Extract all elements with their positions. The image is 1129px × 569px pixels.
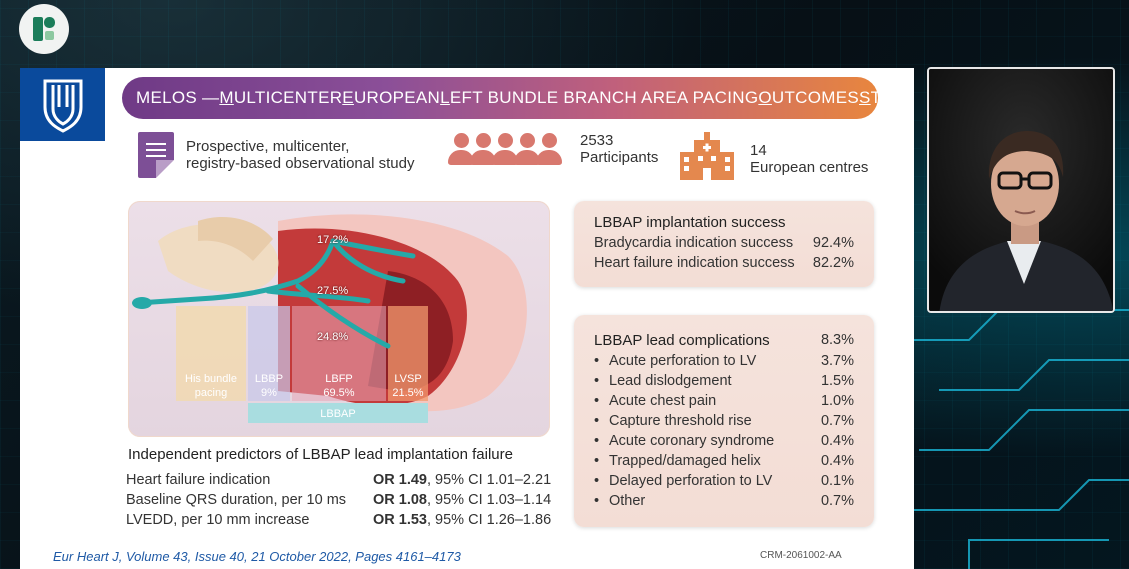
success-label: Heart failure indication success <box>594 255 795 271</box>
slide-title: MELOS — M ULTICENTER E UROPEAN L EFT BUNDLE… <box>122 77 914 119</box>
success-title: LBBAP implantation success <box>594 214 786 231</box>
title-letter: L <box>440 88 450 107</box>
hospital-icon <box>678 132 736 185</box>
complications-title: LBBAP lead complications <box>594 332 770 349</box>
his-bundle-label: His bundle pacing <box>176 372 246 400</box>
complication-row: • Acute coronary syndrome 0.4% <box>594 433 854 449</box>
presentation-slide: MELOS — M ULTICENTER E UROPEAN L EFT BUNDLE… <box>20 68 914 569</box>
lbbap-label: LBBAP <box>320 408 356 420</box>
predictor-label: Heart failure indication <box>126 472 271 488</box>
complication-row: • Delayed perforation to LV 0.1% <box>594 473 854 489</box>
title-word: UTCOMES <box>771 88 859 107</box>
study-design-line2: registry-based observational study <box>186 155 415 172</box>
his-label-line2: pacing <box>194 387 228 399</box>
heart-illustration: 17.2% 27.5% 24.8% His bundle pacing LBBP… <box>128 201 550 437</box>
centres-label: European centres <box>750 158 869 176</box>
title-letter: S <box>859 88 871 107</box>
complications-header: LBBAP lead complications 8.3% <box>594 332 854 349</box>
title-letter: O <box>758 88 772 107</box>
title-letter: E <box>342 88 354 107</box>
predictor-label: Baseline QRS duration, per 10 ms <box>126 492 347 508</box>
complication-row: • Capture threshold rise 0.7% <box>594 413 854 429</box>
pct-low: 24.8% <box>317 331 349 343</box>
participants-count: 2533 <box>580 132 614 149</box>
participants-info: 2533 Participants <box>448 132 659 166</box>
complication-row: • Acute chest pain 1.0% <box>594 393 854 409</box>
centres-info: 14 European centres <box>678 132 868 185</box>
predictor-value: OR 1.08, 95% CI 1.03–1.14 <box>373 492 552 508</box>
pct-mid: 27.5% <box>317 285 349 297</box>
document-icon <box>138 132 174 178</box>
success-label: Bradycardia indication success <box>594 235 794 251</box>
predictors-title: Independent predictors of LBBAP lead imp… <box>128 446 513 463</box>
circuit-decoration <box>909 309 1129 569</box>
participants-label: Participants <box>580 149 659 166</box>
lbbp-label: LBBP 9% <box>248 372 290 400</box>
complication-row: • Trapped/damaged helix 0.4% <box>594 453 854 469</box>
title-word: UROPEAN <box>353 88 441 107</box>
title-word: ULTICENTER <box>233 88 343 107</box>
his-label-line1: His bundle <box>185 373 237 385</box>
lbfp-pct: 69.5% <box>323 387 355 399</box>
title-word: EFT BUNDLE BRANCH AREA PACING <box>449 88 759 107</box>
success-value: 82.2% <box>812 255 854 271</box>
complication-row: • Lead dislodgement 1.5% <box>594 373 854 389</box>
study-design-info: Prospective, multicenter, registry-based… <box>138 132 414 178</box>
title-prefix: MELOS — <box>136 88 220 107</box>
success-card: LBBAP implantation success Bradycardia i… <box>574 201 874 287</box>
lbfp-label: LBFP 69.5% <box>292 372 386 400</box>
success-row: Heart failure indication success 82.2% <box>594 255 854 271</box>
lvsp-name: LVSP <box>394 373 422 385</box>
complication-row: • Other 0.7% <box>594 493 854 509</box>
predictor-value: OR 1.53, 95% CI 1.26–1.86 <box>373 512 552 528</box>
title-word: TUDY <box>870 88 914 107</box>
pct-top: 17.2% <box>317 234 349 246</box>
predictor-value: OR 1.49, 95% CI 1.01–2.21 <box>373 472 552 488</box>
lbbp-pct: 9% <box>261 387 277 399</box>
predictor-label: LVEDD, per 10 mm increase <box>126 512 310 528</box>
speaker-webcam <box>927 67 1115 313</box>
study-design-line1: Prospective, multicenter, <box>186 138 350 155</box>
people-group-icon <box>448 133 562 165</box>
duke-shield-icon <box>20 68 105 141</box>
complications-card: LBBAP lead complications 8.3% • Acute per… <box>574 315 874 527</box>
crm-code: CRM-2061002-AA <box>760 550 842 561</box>
lbbp-name: LBBP <box>254 373 284 385</box>
success-row: Bradycardia indication success 92.4% <box>594 235 854 251</box>
lvsp-pct: 21.5% <box>392 387 424 399</box>
lvsp-label: LVSP 21.5% <box>388 372 428 400</box>
app-logo-icon[interactable] <box>19 4 69 54</box>
complications-total: 8.3% <box>820 332 854 348</box>
success-value: 92.4% <box>812 235 854 251</box>
title-letter: M <box>219 88 234 107</box>
journal-citation: Eur Heart J, Volume 43, Issue 40, 21 Oct… <box>53 549 461 564</box>
centres-count: 14 <box>750 141 767 159</box>
lbfp-name: LBFP <box>325 373 353 385</box>
complication-row: • Acute perforation to LV 3.7% <box>594 353 854 369</box>
